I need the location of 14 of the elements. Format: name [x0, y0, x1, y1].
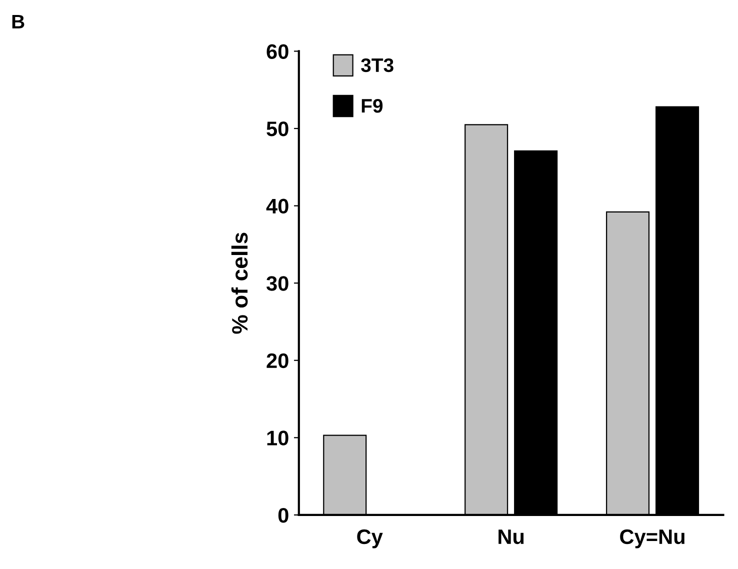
y-tick-label: 60 [266, 44, 288, 59]
y-tick-label: 0 [278, 508, 288, 523]
text: B [12, 14, 24, 28]
y-tick-label: 10 [267, 430, 288, 446]
x-tick-label: Cy [357, 529, 383, 548]
y-axis-title: % of cells [231, 232, 248, 334]
x-tick-label: Nu [498, 530, 524, 544]
legend-label: F9 [362, 98, 383, 113]
y-tick-label: 40 [266, 198, 288, 214]
legend-label: 3T3 [361, 58, 394, 72]
y-tick-label: 20 [266, 353, 288, 368]
x-tick-label: Cy=Nu [620, 529, 684, 548]
y-tick-label: 30 [266, 276, 288, 291]
y-tick-label: 50 [266, 122, 288, 136]
